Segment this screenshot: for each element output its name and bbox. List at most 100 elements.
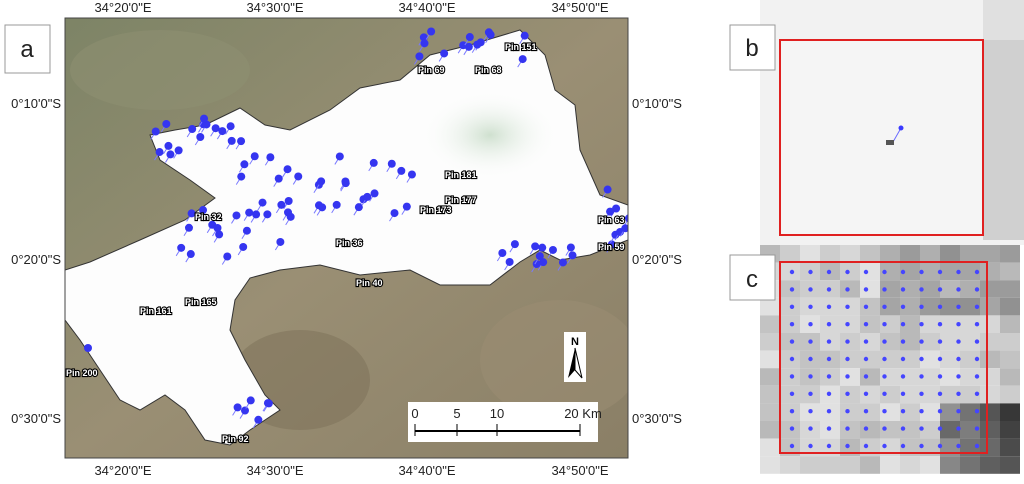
pin bbox=[808, 269, 813, 275]
pin bbox=[789, 304, 795, 309]
pin bbox=[369, 158, 378, 167]
pin bbox=[789, 322, 795, 327]
pin bbox=[863, 426, 869, 431]
pin bbox=[937, 426, 943, 431]
pin bbox=[151, 127, 160, 136]
pin bbox=[937, 409, 943, 414]
grid-cell bbox=[940, 262, 960, 281]
pin bbox=[900, 304, 906, 309]
pin bbox=[263, 210, 272, 219]
grid-cell bbox=[980, 421, 1000, 439]
grid-cell bbox=[760, 456, 780, 474]
grid-cell bbox=[840, 350, 860, 369]
right-tick: 0°30'0"S bbox=[632, 411, 682, 426]
pin bbox=[937, 269, 943, 275]
pin bbox=[218, 127, 227, 136]
left-tick: 0°20'0"S bbox=[11, 252, 61, 267]
pin bbox=[532, 260, 541, 269]
grid-cell bbox=[940, 385, 960, 404]
grid-cell bbox=[920, 421, 940, 439]
grid-cell bbox=[800, 456, 820, 474]
left-tick: 0°10'0"S bbox=[11, 96, 61, 111]
label-box bbox=[4, 24, 51, 74]
map-a bbox=[65, 18, 628, 458]
pin bbox=[845, 443, 850, 449]
pin bbox=[937, 304, 943, 309]
grid-cell bbox=[980, 350, 1000, 369]
grid-cell bbox=[780, 245, 800, 263]
north-label: N bbox=[571, 336, 579, 348]
grid-cell bbox=[900, 280, 920, 298]
pin bbox=[956, 443, 961, 449]
pin bbox=[937, 374, 943, 379]
grid-cell bbox=[980, 315, 1000, 333]
grid-cell bbox=[840, 280, 860, 298]
panel-label: c bbox=[746, 266, 758, 293]
grid-cell bbox=[980, 333, 1000, 351]
pin bbox=[808, 322, 813, 327]
pin bbox=[624, 214, 628, 223]
bottom-tick: 34°50'0"E bbox=[551, 463, 608, 478]
pin bbox=[826, 356, 832, 362]
grid-cell bbox=[820, 456, 840, 474]
pin-label: Pin 32 bbox=[195, 212, 222, 222]
pin bbox=[956, 339, 961, 344]
pin bbox=[808, 374, 813, 379]
grid-cell bbox=[860, 262, 880, 281]
grid-cell bbox=[940, 421, 960, 439]
pin bbox=[974, 269, 980, 275]
grid-cell bbox=[920, 297, 940, 316]
pin bbox=[538, 243, 547, 252]
grid-cell bbox=[880, 438, 900, 457]
pin bbox=[974, 356, 980, 362]
grid-cell bbox=[840, 262, 860, 281]
grid-cell bbox=[840, 297, 860, 316]
pin-label: Pin 92 bbox=[222, 434, 249, 444]
grid-cell bbox=[860, 350, 880, 369]
pin bbox=[826, 304, 832, 309]
grid-cell bbox=[920, 385, 940, 404]
pin bbox=[974, 426, 980, 431]
pin bbox=[845, 356, 850, 362]
pin bbox=[245, 208, 254, 217]
grid-cell bbox=[940, 333, 960, 351]
grid-cell bbox=[980, 368, 1000, 386]
pin bbox=[284, 196, 293, 205]
right-tick: 0°20'0"S bbox=[632, 252, 682, 267]
grid-cell bbox=[760, 385, 780, 404]
grid-cell bbox=[960, 456, 980, 474]
grid-cell bbox=[760, 297, 780, 316]
pin bbox=[919, 322, 924, 327]
grid-cell bbox=[920, 403, 940, 421]
grid-cell bbox=[900, 368, 920, 386]
pin bbox=[900, 426, 906, 431]
pin bbox=[166, 150, 175, 159]
top-tick: 34°20'0"E bbox=[94, 0, 151, 15]
pin bbox=[919, 391, 924, 396]
pin bbox=[919, 287, 924, 292]
pin bbox=[164, 141, 173, 150]
pin-label: Pin 151 bbox=[505, 42, 537, 52]
pin bbox=[397, 166, 406, 175]
pin bbox=[919, 339, 924, 344]
pin bbox=[956, 409, 961, 414]
pin bbox=[286, 212, 295, 221]
pin bbox=[548, 245, 557, 254]
pin bbox=[518, 55, 527, 64]
pin bbox=[789, 339, 795, 344]
grid-cell bbox=[860, 280, 880, 298]
pin bbox=[232, 211, 241, 220]
pin bbox=[937, 339, 943, 344]
pin bbox=[937, 443, 943, 449]
pin bbox=[974, 287, 980, 292]
pin bbox=[505, 257, 514, 266]
pin bbox=[808, 426, 813, 431]
grid-cell bbox=[760, 333, 780, 351]
pin bbox=[612, 204, 621, 213]
grid-cell bbox=[960, 315, 980, 333]
pin bbox=[237, 172, 246, 181]
pin bbox=[845, 269, 850, 275]
pin bbox=[882, 356, 887, 362]
grid-cell bbox=[900, 262, 920, 281]
pin bbox=[568, 251, 577, 260]
